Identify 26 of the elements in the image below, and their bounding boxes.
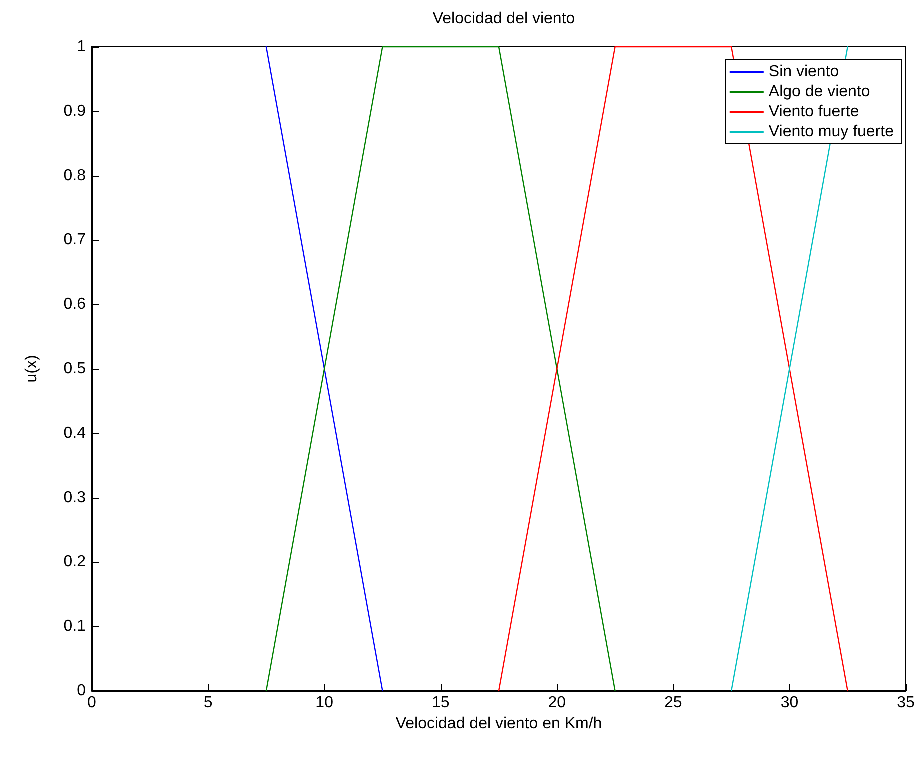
y-tick-label: 0.5: [64, 360, 86, 378]
x-tick-label: 25: [664, 694, 682, 712]
y-tick-label: 0.6: [64, 296, 86, 314]
legend-label: Viento fuerte: [768, 104, 860, 120]
y-tick-label: 0.1: [64, 618, 86, 636]
y-axis-title: u(x): [24, 355, 40, 383]
legend-label: Sin viento: [768, 64, 840, 80]
x-axis-title: Velocidad del viento en Km/h: [396, 715, 602, 732]
x-tick-label: 5: [204, 694, 213, 712]
x-tick-label: 0: [88, 694, 97, 712]
y-tick-label: 0.8: [64, 167, 86, 184]
x-tick-label: 35: [897, 694, 915, 712]
y-tick-label: 0.7: [64, 232, 86, 249]
y-tick-label: 0.3: [64, 489, 86, 506]
y-tick-label: 1: [77, 38, 86, 56]
x-tick-label: 10: [316, 694, 334, 712]
y-tick-label: 0.2: [64, 554, 86, 571]
chart-title: Velocidad del viento: [432, 10, 576, 28]
y-tick-label: 0.9: [64, 102, 86, 120]
legend-label: Viento muy fuerte: [768, 124, 894, 140]
x-tick-label: 15: [432, 694, 450, 712]
x-tick-label: 20: [548, 694, 566, 712]
legend-label: Algo de viento: [768, 84, 870, 100]
y-tick-label: 0.4: [64, 424, 86, 442]
y-tick-label: 0: [77, 682, 86, 700]
x-tick-label: 30: [780, 694, 799, 712]
